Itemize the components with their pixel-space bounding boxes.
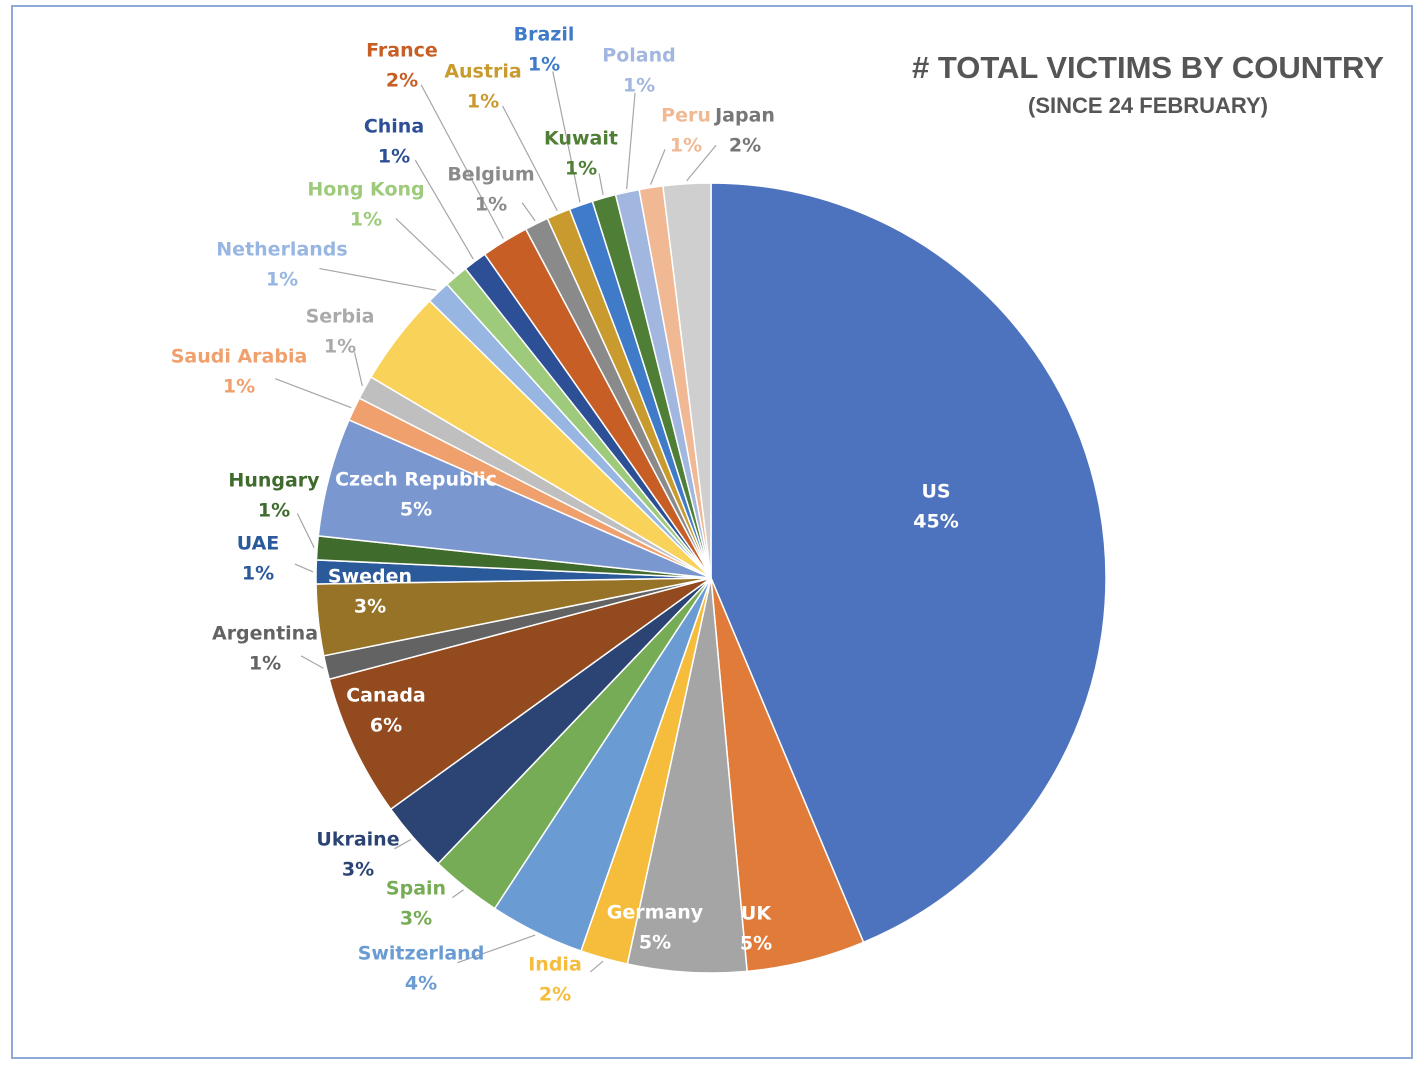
leader-line xyxy=(296,513,315,548)
slice-label: Germany xyxy=(607,902,704,924)
slice-label: Ukraine xyxy=(316,829,399,851)
leader-line xyxy=(300,655,324,669)
slice-value-label: 2% xyxy=(386,70,418,92)
slice-value-label: 1% xyxy=(528,54,560,76)
leader-line xyxy=(452,889,464,899)
slice-value-label: 4% xyxy=(405,973,437,995)
leader-line xyxy=(649,149,666,185)
leader-line xyxy=(686,144,717,182)
leader-line xyxy=(395,218,455,275)
chart-subtitle: (SINCE 24 FEBRUARY) xyxy=(1028,93,1268,118)
slice-label: Kuwait xyxy=(544,128,618,150)
slice-value-label: 1% xyxy=(475,194,507,216)
leader-line xyxy=(521,202,536,222)
leader-line xyxy=(598,173,604,196)
slice-value-label: 1% xyxy=(242,563,274,585)
slice-label: France xyxy=(366,40,438,62)
slice-value-label: 1% xyxy=(378,146,410,168)
slice-value-label: 3% xyxy=(354,596,386,618)
slice-label: Sweden xyxy=(328,566,412,588)
slice-label: Peru xyxy=(661,105,711,127)
slice-value-label: 6% xyxy=(370,715,402,737)
slice-label: UK xyxy=(741,903,772,925)
slice-label: China xyxy=(364,116,424,138)
chart-title: # TOTAL VICTIMS BY COUNTRY xyxy=(912,50,1384,85)
slice-value-label: 2% xyxy=(539,984,571,1006)
slice-label: Netherlands xyxy=(216,239,347,261)
leader-line xyxy=(502,105,558,212)
leader-line xyxy=(457,934,536,964)
leader-line xyxy=(414,159,474,260)
slice-label: Spain xyxy=(386,878,446,900)
slice-value-label: 3% xyxy=(400,908,432,930)
slice-label: Serbia xyxy=(306,306,375,328)
leader-line xyxy=(353,352,363,387)
slice-value-label: 1% xyxy=(565,158,597,180)
leader-line xyxy=(394,838,412,850)
slice-value-label: 1% xyxy=(467,91,499,113)
leader-line xyxy=(552,71,581,203)
slice-value-label: 1% xyxy=(350,209,382,231)
leader-line xyxy=(420,84,504,239)
slice-value-label: 1% xyxy=(623,75,655,97)
slice-value-label: 3% xyxy=(342,859,374,881)
slice-label: India xyxy=(528,954,582,976)
slice-label: Switzerland xyxy=(358,943,485,965)
slice-value-label: 45% xyxy=(913,511,958,533)
slice-value-label: 5% xyxy=(740,933,772,955)
leader-line xyxy=(275,378,352,409)
slice-label: Saudi Arabia xyxy=(171,346,308,368)
slice-label: Czech Republic xyxy=(335,469,497,491)
slice-label: Brazil xyxy=(514,24,575,46)
slice-label: US xyxy=(921,481,950,503)
slice-value-label: 5% xyxy=(639,932,671,954)
slice-label: Argentina xyxy=(212,623,318,645)
pie-slice xyxy=(328,577,712,811)
leader-line xyxy=(319,267,437,291)
pie-slice xyxy=(710,182,1107,944)
slice-label: Japan xyxy=(713,105,775,127)
slice-label: Hong Kong xyxy=(307,179,424,201)
leader-line xyxy=(294,563,314,573)
slice-label: Poland xyxy=(602,45,675,67)
slice-value-label: 1% xyxy=(258,500,290,522)
slice-label: Austria xyxy=(444,61,521,83)
slice-value-label: 2% xyxy=(729,135,761,157)
leader-line xyxy=(589,960,604,973)
slice-label: Belgium xyxy=(447,164,534,186)
slice-label: Hungary xyxy=(228,470,320,492)
leader-line xyxy=(626,92,636,190)
slice-value-label: 5% xyxy=(400,499,432,521)
slice-label: Canada xyxy=(346,685,426,707)
pie-slice xyxy=(662,182,712,579)
slice-value-label: 1% xyxy=(324,336,356,358)
slice-label: UAE xyxy=(237,533,280,555)
slice-value-label: 1% xyxy=(223,376,255,398)
slice-value-label: 1% xyxy=(266,269,298,291)
slice-value-label: 1% xyxy=(670,135,702,157)
slice-value-label: 1% xyxy=(249,653,281,675)
